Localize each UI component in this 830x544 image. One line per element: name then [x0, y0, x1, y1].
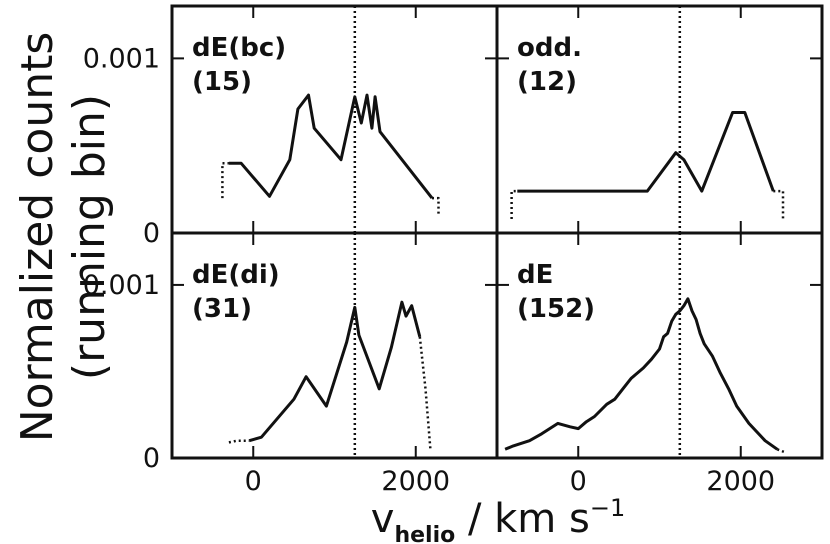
x-axis-label: vhelio / km s−1 — [371, 494, 625, 544]
series-tail-right — [418, 336, 432, 450]
x-tick-label: 0 — [245, 466, 262, 497]
panel-label: dE(bc) — [192, 33, 286, 63]
panel-label: odd. — [517, 33, 582, 63]
panel-bottom-left: 0 0.001 0 2000 dE(di) (31) — [83, 231, 499, 497]
panel-label: dE(di) — [192, 260, 280, 290]
y-tick-label: 0.001 — [83, 270, 160, 301]
series-tail-left — [510, 189, 518, 219]
panel-ticks — [172, 233, 497, 459]
panel-ticks — [497, 233, 822, 459]
y-tick-label: 0.001 — [83, 43, 160, 74]
panel-count: (12) — [517, 67, 577, 97]
x-axis-label-sub: helio — [394, 523, 455, 544]
series-line — [517, 111, 775, 193]
x-tick-label: 2000 — [381, 466, 450, 497]
y-tick-label: 0 — [143, 443, 160, 474]
panel-count: (15) — [192, 67, 252, 97]
panel-label: dE — [517, 260, 553, 290]
series-line — [228, 93, 434, 200]
x-tick-label: 2000 — [706, 466, 775, 497]
series-tail-right — [773, 189, 785, 219]
panel-count: (31) — [192, 294, 252, 324]
panel-bottom-right: 0 2000 dE (152) — [495, 231, 824, 497]
panel-frame — [495, 231, 824, 460]
x-tick-label: 0 — [570, 466, 587, 497]
panel-top-left: 0 0.001 dE(bc) (15) — [83, 4, 499, 249]
y-tick-label: 0 — [143, 218, 160, 249]
series-line — [248, 300, 422, 443]
panel-top-right: odd. (12) — [495, 4, 824, 235]
y-axis-label-line2: (running bin) — [64, 94, 115, 380]
x-axis-label-main: v — [371, 496, 395, 542]
x-axis-label-exp: −1 — [590, 494, 625, 522]
series-tail-left — [221, 161, 229, 199]
x-axis-label-units: / km s — [455, 496, 590, 542]
series-tail-left — [228, 439, 250, 444]
series-tail-right — [776, 448, 787, 454]
panel-count: (152) — [517, 294, 595, 324]
series-tail-right — [432, 196, 440, 216]
series-line — [504, 297, 779, 451]
y-axis-label-line1: Normalized counts — [12, 32, 63, 443]
panels: 0 0.001 dE(bc) (15) odd. (12) 0 0.001 0 2000 dE(di… — [83, 4, 824, 497]
